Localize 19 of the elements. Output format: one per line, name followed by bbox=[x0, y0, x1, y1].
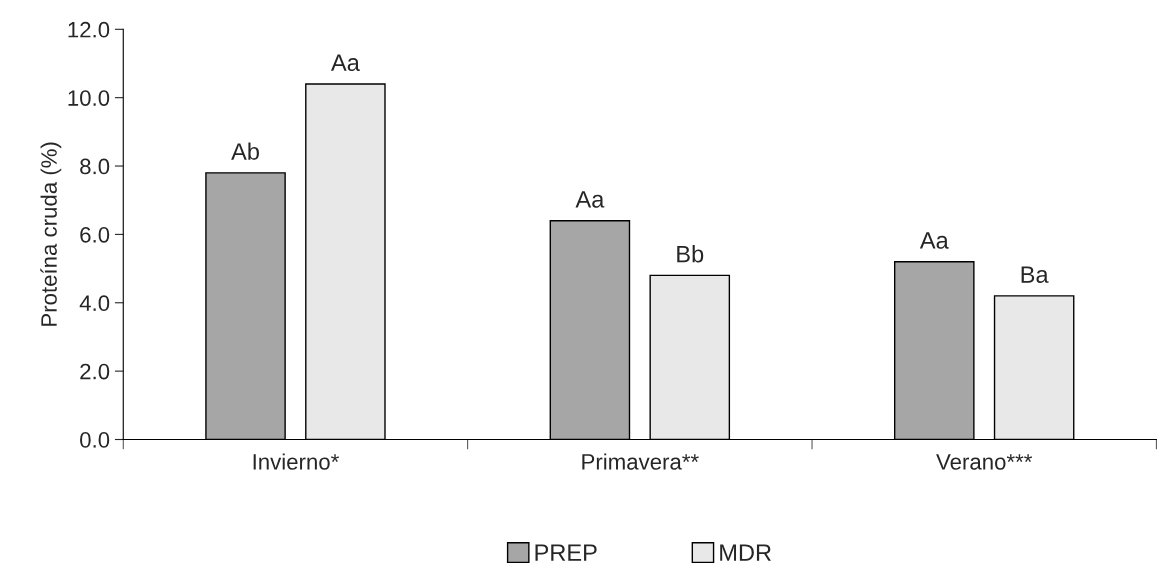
data-label: Aa bbox=[331, 54, 360, 71]
legend-label: MDR bbox=[720, 544, 771, 561]
data-label: Aa bbox=[575, 191, 605, 208]
y-tick-label: 10.0 bbox=[68, 90, 110, 106]
y-tick-label: 4.0 bbox=[79, 295, 110, 312]
y-tick-label: 6.0 bbox=[80, 226, 110, 243]
data-label: Bb bbox=[677, 245, 704, 263]
x-tick-label: Invierno* bbox=[253, 453, 339, 470]
y-tick-label: 0.0 bbox=[80, 432, 110, 448]
legend-label: PREP bbox=[535, 544, 597, 561]
data-label: Ab bbox=[231, 142, 259, 160]
y-axis-title: Proteína cruda (%) bbox=[40, 142, 62, 326]
y-tick-label: 12.0 bbox=[68, 21, 110, 38]
y-tick-label: 2.0 bbox=[80, 363, 110, 380]
data-label: Ba bbox=[1021, 266, 1049, 283]
x-tick-label: Verano*** bbox=[936, 454, 1033, 470]
x-tick-label: Primavera** bbox=[582, 453, 699, 470]
y-tick-label: 8.0 bbox=[80, 158, 110, 175]
data-label: Aa bbox=[919, 232, 949, 249]
